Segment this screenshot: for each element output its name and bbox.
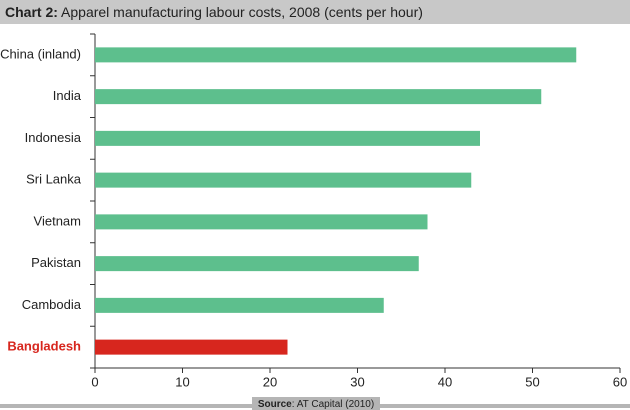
title-text: Apparel manufacturing labour costs, 2008… (61, 4, 423, 20)
bar (95, 47, 577, 63)
bar (95, 339, 288, 355)
bar (95, 89, 542, 105)
x-tick-label: 50 (525, 374, 539, 389)
x-tick-label: 10 (175, 374, 189, 389)
x-tick-label: 30 (350, 374, 364, 389)
bar (95, 214, 428, 230)
source-box (252, 397, 380, 410)
y-tick-label: Indonesia (25, 130, 82, 145)
y-tick-label: Vietnam (34, 213, 81, 228)
source-text: : AT Capital (2010) (292, 399, 374, 410)
y-tick-label: China (inland) (0, 46, 81, 61)
x-tick-label: 0 (91, 374, 98, 389)
y-tick-label: Pakistan (31, 255, 81, 270)
source-label: Source (258, 399, 292, 410)
header-bar (0, 0, 630, 24)
x-tick-label: 60 (613, 374, 627, 389)
y-tick-label: Sri Lanka (26, 172, 82, 187)
source: Source: AT Capital (2010) (258, 399, 374, 410)
bar (95, 130, 480, 146)
y-tick-label: Bangladesh (7, 339, 81, 354)
bar (95, 256, 419, 272)
x-tick-label: 40 (438, 374, 452, 389)
chart-title: Chart 2: Apparel manufacturing labour co… (5, 4, 423, 20)
x-tick-label: 20 (263, 374, 277, 389)
bar (95, 297, 384, 313)
y-tick-label: India (53, 88, 82, 103)
title-label: Chart 2: (5, 4, 58, 20)
y-tick-label: Cambodia (22, 297, 82, 312)
bar (95, 172, 472, 188)
